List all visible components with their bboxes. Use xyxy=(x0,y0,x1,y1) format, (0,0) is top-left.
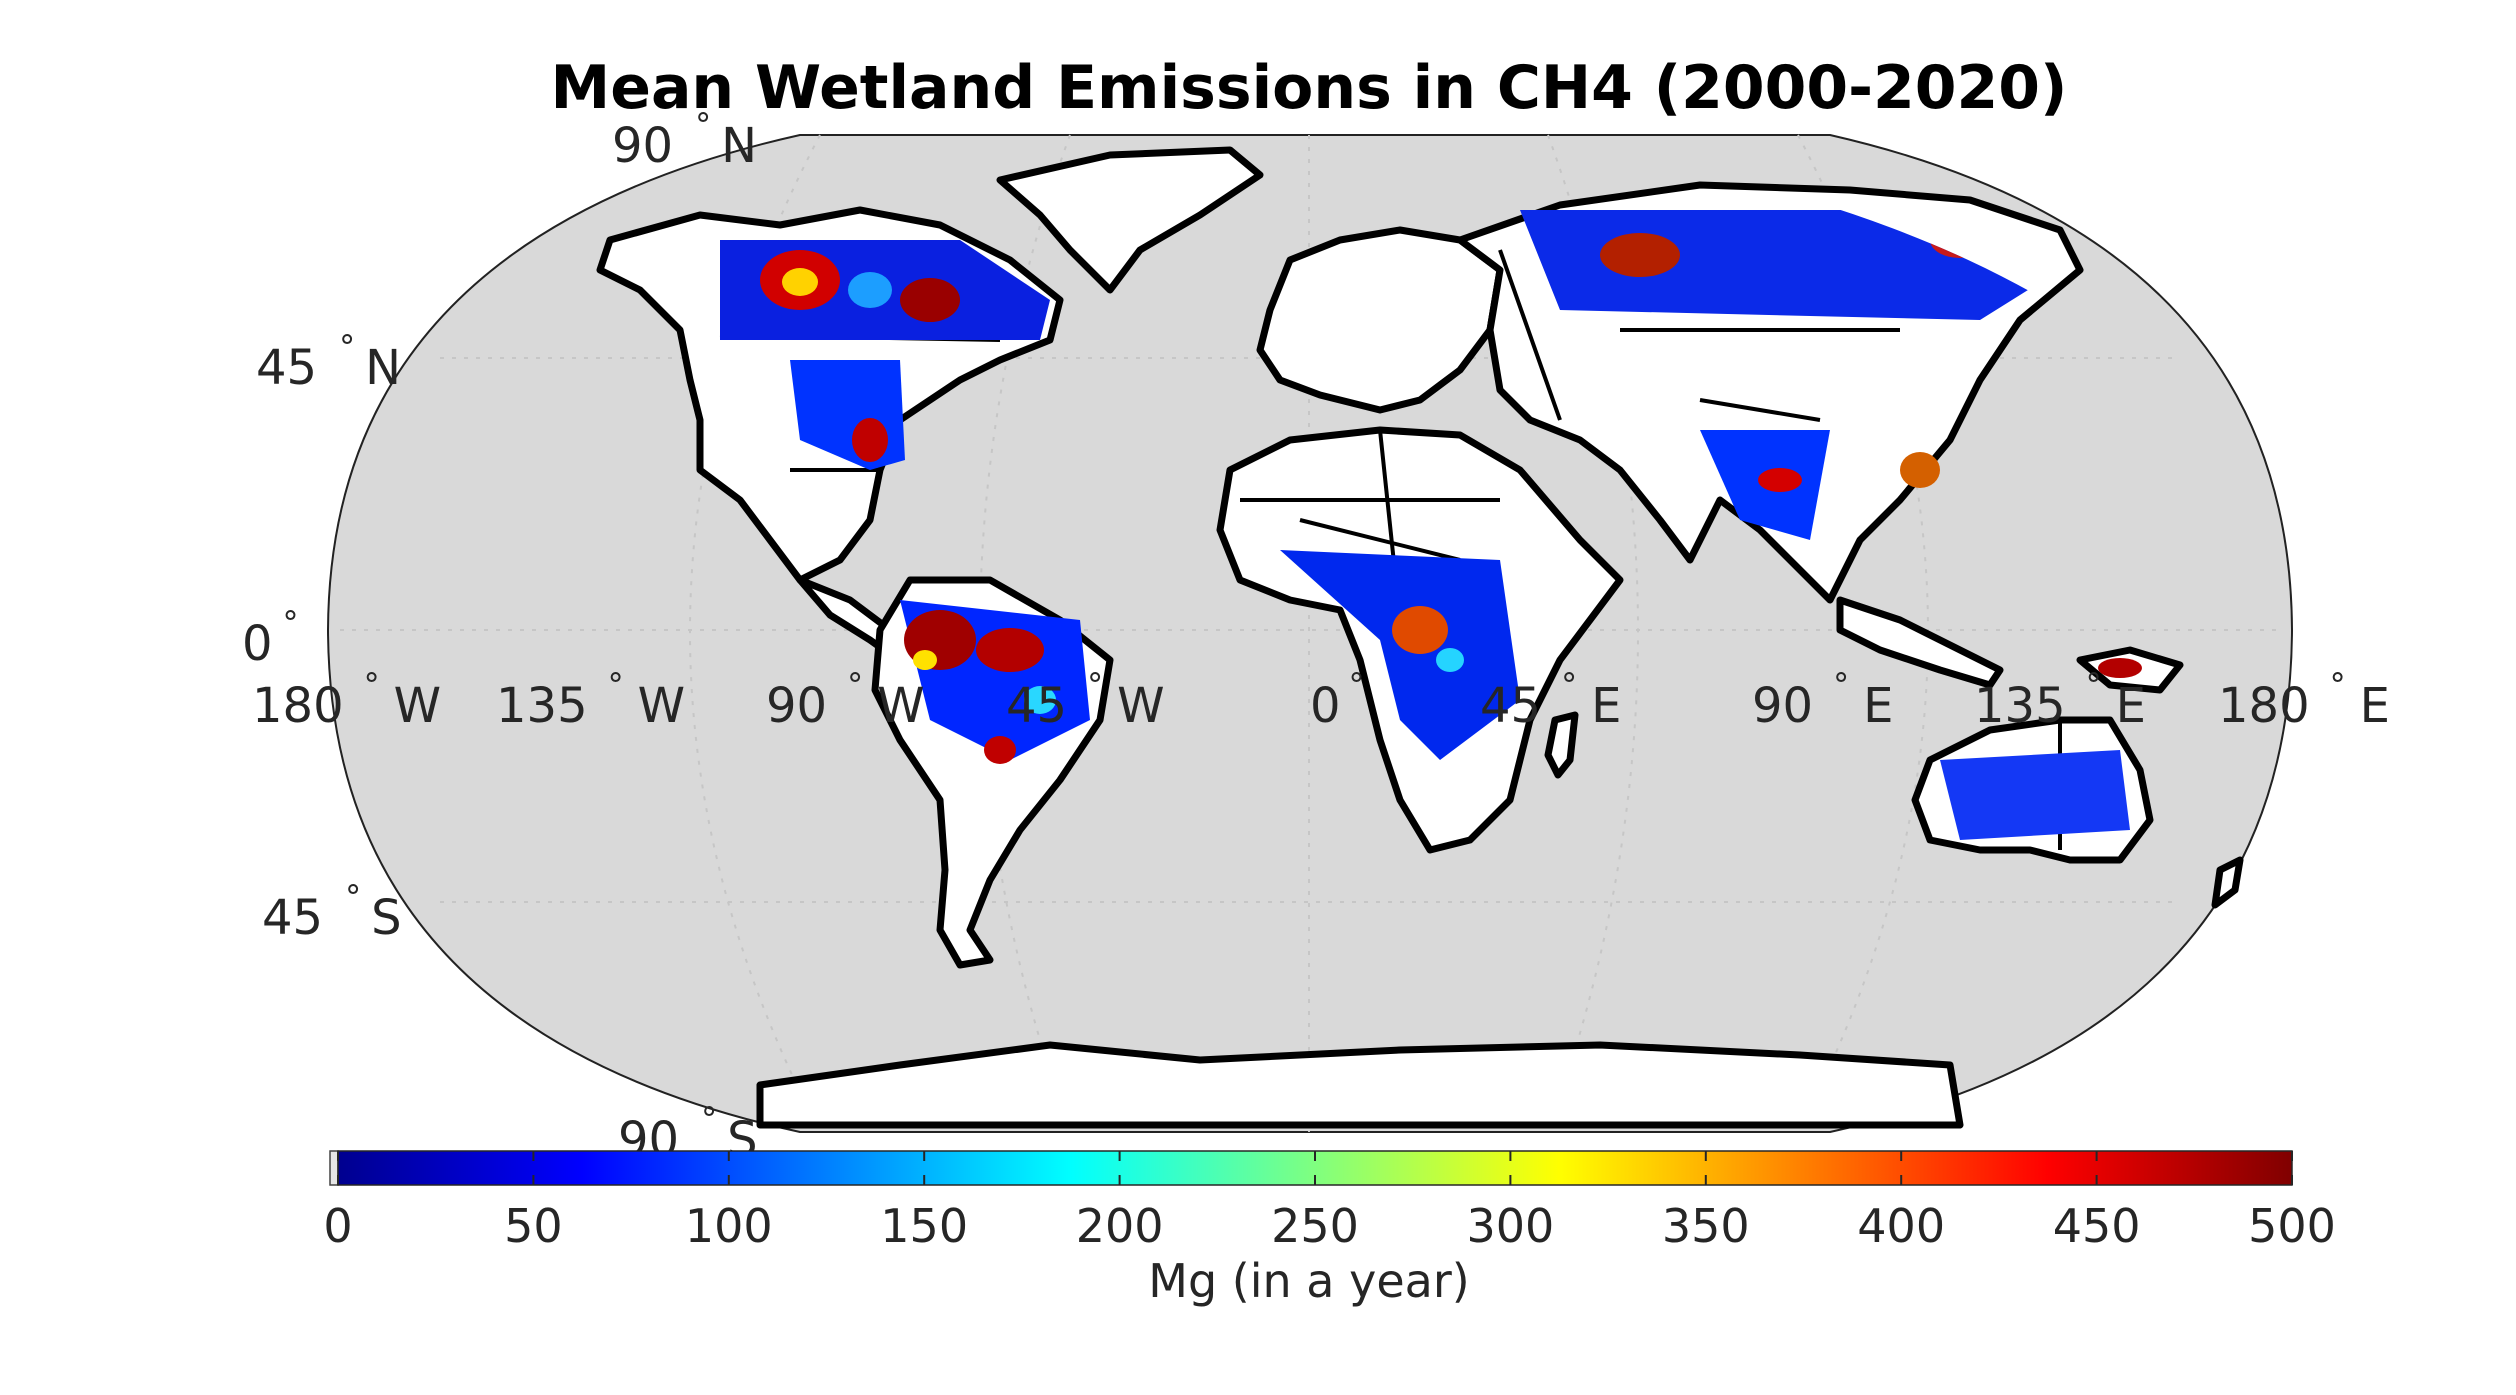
colorbar-tick-label: 250 xyxy=(1271,1199,1359,1253)
land-new-zealand xyxy=(2211,856,2244,909)
colorbar-tick-label: 400 xyxy=(1857,1199,1945,1253)
lon-label-180e: 180 ° E xyxy=(2218,666,2390,734)
hotspot-west-siberia xyxy=(1600,233,1680,277)
lat-label-0: 0 ° xyxy=(242,604,299,672)
lon-label-180w: 180 ° W xyxy=(252,666,441,734)
land-greenland xyxy=(996,146,1264,294)
hotspot-southeast-us xyxy=(852,418,888,462)
hotspot-hudson-bay-lowlands-core xyxy=(782,268,818,296)
colorbar-label: Mg (in a year) xyxy=(1148,1254,1469,1308)
colorbar-tick-label: 0 xyxy=(323,1199,352,1253)
hotspot-canada-center xyxy=(848,272,892,308)
hotspot-congo-cyan xyxy=(1436,648,1464,672)
colorbar-tick-label: 300 xyxy=(1466,1199,1554,1253)
emission-australia xyxy=(1940,750,2130,840)
hotspot-amazon-center xyxy=(976,628,1044,672)
lon-label-45e: 45 ° E xyxy=(1480,666,1621,734)
lon-label-90e: 90 ° E xyxy=(1752,666,1893,734)
colorbar: 0 50 100 150 200 250 300 350 400 450 500 Mg (in a … xyxy=(323,1150,2336,1308)
lon-label-135w: 135 ° W xyxy=(496,666,685,734)
lon-label-135e: 135 ° E xyxy=(1974,666,2146,734)
colorbar-tick-label: 150 xyxy=(880,1199,968,1253)
longitude-labels: 180 ° W 135 ° W 90 ° W 45 ° W 0 ° 45 ° E 90 ° E 135 ° E… xyxy=(252,666,2390,734)
land-antarctica xyxy=(756,1041,1964,1129)
emission-africa xyxy=(1280,550,1520,760)
hotspot-congo xyxy=(1392,606,1448,654)
lat-label-45s: 45 ° S xyxy=(262,878,402,946)
colorbar-tick-label: 50 xyxy=(504,1199,563,1253)
lon-label-45w: 45 ° W xyxy=(1006,666,1165,734)
hotspot-amazon-cyan xyxy=(1024,686,1056,714)
land-madagascar xyxy=(1544,711,1579,779)
lon-label-0: 0 ° xyxy=(1310,666,1365,734)
colorbar-ticks: 0 50 100 150 200 250 300 350 400 450 500 xyxy=(323,1151,2336,1253)
hotspot-quebec xyxy=(900,278,960,322)
map-title: Mean Wetland Emissions in CH4 (2000-2020… xyxy=(551,53,2068,123)
colorbar-underflow-swatch xyxy=(329,1150,339,1186)
hotspot-ganges xyxy=(1758,468,1802,492)
land-europe xyxy=(1256,226,1504,414)
lat-label-90n: 90 ° N xyxy=(612,106,757,174)
hotspot-amazon-yellow xyxy=(913,650,937,670)
colorbar-tick-label: 100 xyxy=(685,1199,773,1253)
colorbar-tick-label: 200 xyxy=(1076,1199,1164,1253)
hotspot-china xyxy=(1900,452,1940,488)
lat-label-45n: 45 ° N xyxy=(256,328,401,396)
map-globe xyxy=(326,134,2294,1133)
land-southeast-asia-islands xyxy=(1836,596,2004,689)
lon-label-90w: 90 ° W xyxy=(766,666,925,734)
colorbar-tick-label: 350 xyxy=(1662,1199,1750,1253)
colorbar-tick-label: 500 xyxy=(2248,1199,2336,1253)
emission-field xyxy=(720,210,2142,840)
colorbar-tick-label: 450 xyxy=(2053,1199,2141,1253)
hotspot-pantanal xyxy=(984,736,1016,764)
hotspot-new-guinea xyxy=(2098,658,2142,678)
